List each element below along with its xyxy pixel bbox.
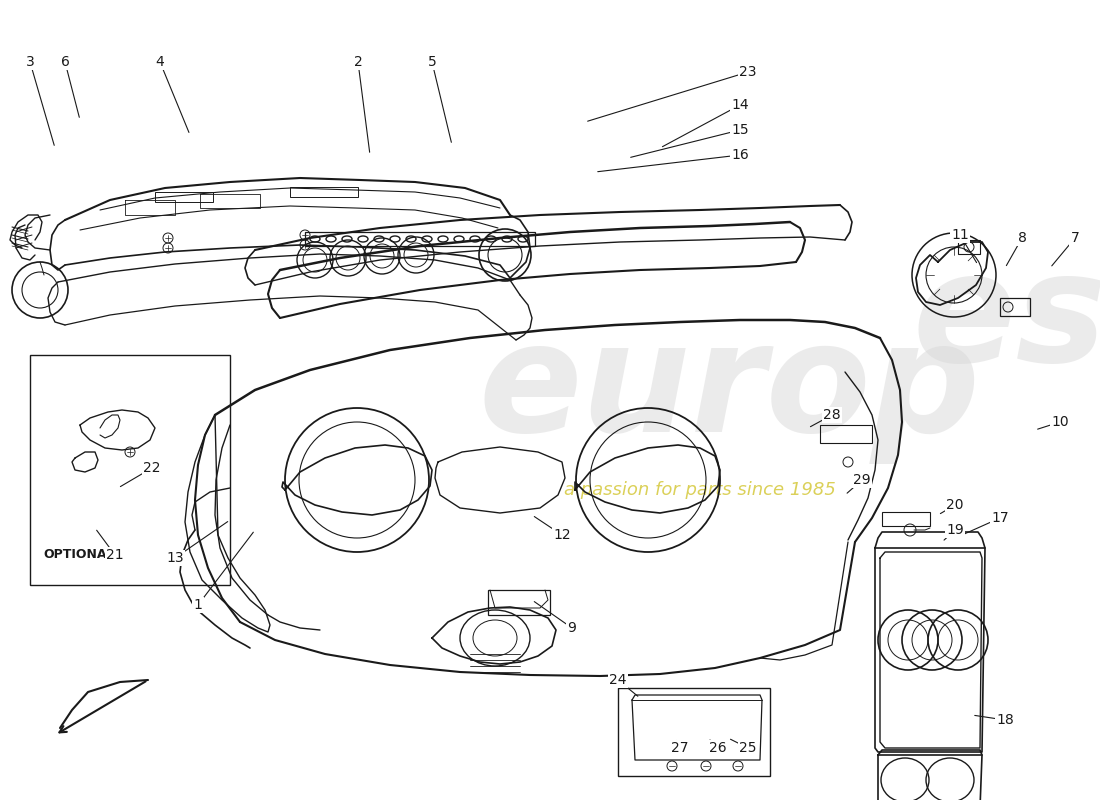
- Text: 20: 20: [946, 498, 964, 512]
- Text: 27: 27: [671, 741, 689, 755]
- Text: 8: 8: [1018, 231, 1026, 245]
- Text: 26: 26: [710, 741, 727, 755]
- Text: 5: 5: [428, 55, 437, 69]
- Text: 13: 13: [166, 551, 184, 565]
- Text: 23: 23: [739, 65, 757, 79]
- Text: 2: 2: [353, 55, 362, 69]
- Text: 9: 9: [568, 621, 576, 635]
- Bar: [618, 688, 770, 776]
- Text: 6: 6: [60, 55, 69, 69]
- Bar: [1000, 298, 1030, 316]
- Text: 16: 16: [732, 148, 749, 162]
- Text: 29: 29: [854, 473, 871, 487]
- Text: 12: 12: [553, 528, 571, 542]
- Bar: [305, 232, 535, 246]
- Text: OPTIONAL: OPTIONAL: [43, 548, 114, 561]
- Text: 17: 17: [991, 511, 1009, 525]
- Bar: [155, 192, 213, 202]
- Bar: [30, 355, 230, 585]
- Text: 22: 22: [143, 461, 161, 475]
- Text: 14: 14: [732, 98, 749, 112]
- Text: 21: 21: [107, 548, 124, 562]
- Text: 18: 18: [997, 713, 1014, 727]
- Bar: [820, 425, 872, 443]
- Text: 10: 10: [1052, 415, 1069, 429]
- Text: 4: 4: [155, 55, 164, 69]
- Text: 11: 11: [952, 228, 969, 242]
- Text: 7: 7: [1070, 231, 1079, 245]
- Text: 15: 15: [732, 123, 749, 137]
- Text: 19: 19: [946, 523, 964, 537]
- Text: 3: 3: [25, 55, 34, 69]
- Text: 1: 1: [194, 598, 202, 612]
- Text: 28: 28: [823, 408, 840, 422]
- Text: 24: 24: [609, 673, 627, 687]
- Text: 25: 25: [739, 741, 757, 755]
- Text: europ: europ: [478, 315, 981, 465]
- Bar: [882, 512, 930, 526]
- Text: a passion for parts since 1985: a passion for parts since 1985: [564, 481, 836, 499]
- Bar: [958, 240, 980, 254]
- Bar: [290, 187, 358, 197]
- Bar: [488, 590, 550, 615]
- Text: es: es: [913, 246, 1100, 394]
